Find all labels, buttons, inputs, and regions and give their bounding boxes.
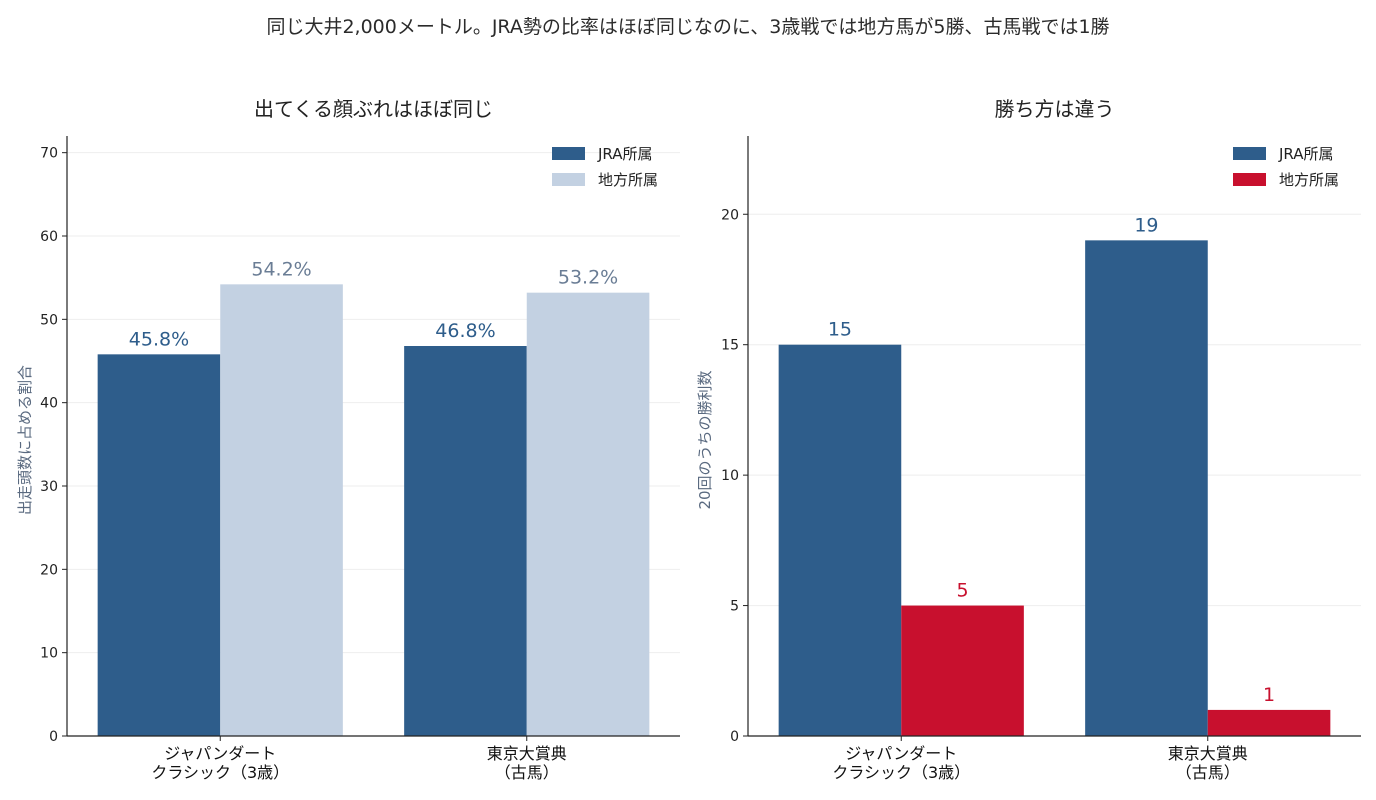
bar-jra [1085,240,1208,736]
x-tick-label: 東京大賞典 [1168,744,1248,763]
x-tick-label: ジャパンダート [845,744,957,763]
bar-jra [404,346,527,736]
panel-title: 出てくる顔ぶれはほぼ同じ [254,97,493,121]
data-label: 19 [1134,214,1158,236]
legend-label: JRA所属 [597,145,653,163]
y-tick-label: 10 [40,646,58,662]
y-tick-label: 5 [730,599,739,615]
x-tick-label: クラシック（3歳） [832,763,970,782]
legend-label: JRA所属 [1278,145,1334,163]
data-label: 53.2% [558,267,618,289]
y-tick-label: 0 [49,729,58,745]
y-tick-label: 15 [721,338,739,354]
x-tick-label: （古馬） [1176,763,1240,782]
bar-local [526,292,650,736]
y-tick-label: 10 [721,468,739,484]
x-tick-label: （古馬） [495,763,559,782]
legend-label: 地方所属 [598,171,658,189]
bar-local [1207,709,1331,736]
y-tick-label: 30 [40,479,58,495]
data-label: 5 [957,580,969,602]
x-tick-label: 東京大賞典 [487,744,567,763]
y-axis-label: 20回のうちの勝利数 [696,370,714,509]
x-tick-label: ジャパンダート [164,744,276,763]
data-label: 46.8% [435,320,495,342]
y-tick-label: 40 [40,396,58,412]
legend-swatch [1233,173,1266,186]
y-tick-label: 20 [721,207,739,223]
data-label: 54.2% [251,258,311,280]
panel-title: 勝ち方は違う [995,97,1115,121]
y-tick-label: 20 [40,562,58,578]
bar-jra [97,354,221,736]
legend-swatch [1233,147,1266,160]
legend-swatch [552,147,585,160]
data-label: 1 [1263,684,1275,706]
y-tick-label: 50 [40,312,58,328]
figure-title: 同じ大井2,000メートル。JRA勢の比率はほぼ同じなのに、3歳戦では地方馬が5… [266,16,1110,38]
data-label: 15 [828,319,852,341]
legend-label: 地方所属 [1279,171,1339,189]
y-tick-label: 60 [40,229,58,245]
data-label: 45.8% [129,328,189,350]
y-axis-label: 出走頭数に占める割合 [16,365,34,515]
legend-swatch [552,173,585,186]
y-tick-label: 0 [730,729,739,745]
x-tick-label: クラシック（3歳） [151,763,289,782]
y-tick-label: 70 [40,146,58,162]
bar-local [220,284,343,736]
bar-jra [778,344,902,736]
bar-local [901,605,1024,736]
